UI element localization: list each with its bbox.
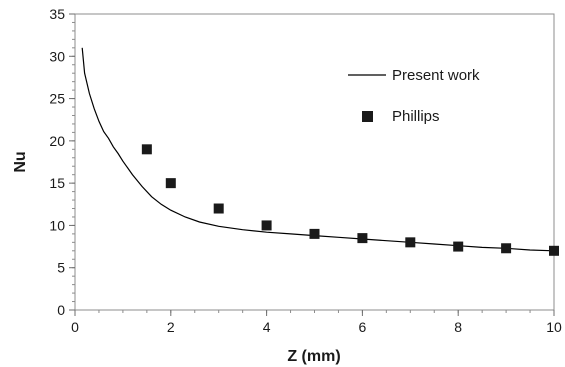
y-tick-label: 25 bbox=[49, 91, 65, 107]
legend-marker-phillips bbox=[362, 111, 373, 122]
x-tick-labels: 0 2 4 6 8 10 bbox=[71, 319, 562, 335]
x-tick-label: 2 bbox=[167, 319, 175, 335]
major-ticks bbox=[69, 13, 555, 316]
phillips-point bbox=[261, 220, 272, 231]
y-tick-label: 10 bbox=[49, 217, 65, 233]
phillips-point bbox=[453, 241, 464, 252]
y-tick-label: 15 bbox=[49, 175, 65, 191]
plot-area bbox=[74, 13, 555, 311]
series-line-present-work bbox=[81, 47, 555, 252]
phillips-point bbox=[501, 243, 512, 254]
x-tick-label: 0 bbox=[71, 319, 79, 335]
y-tick-label: 20 bbox=[49, 133, 65, 149]
x-tick-label: 6 bbox=[359, 319, 367, 335]
phillips-point bbox=[549, 245, 559, 256]
legend-label-phillips: Phillips bbox=[392, 108, 440, 125]
phillips-point bbox=[213, 203, 224, 214]
y-tick-labels: 0 5 10 15 20 25 30 35 bbox=[49, 6, 65, 318]
phillips-point bbox=[141, 144, 152, 155]
phillips-point bbox=[165, 178, 176, 189]
phillips-point bbox=[405, 237, 416, 248]
x-tick-label: 10 bbox=[546, 319, 562, 335]
x-tick-label: 8 bbox=[454, 319, 462, 335]
y-tick-label: 30 bbox=[49, 48, 65, 64]
phillips-point bbox=[357, 233, 368, 244]
x-axis-label: Z (mm) bbox=[287, 348, 340, 365]
y-axis-label: Nu bbox=[12, 151, 29, 172]
series-points-phillips bbox=[141, 144, 559, 256]
y-tick-label: 5 bbox=[57, 260, 65, 276]
y-tick-label: 0 bbox=[57, 302, 65, 318]
y-tick-label: 35 bbox=[49, 6, 65, 22]
legend: Present work Phillips bbox=[348, 67, 480, 125]
x-tick-label: 4 bbox=[263, 319, 271, 335]
phillips-point bbox=[309, 228, 320, 239]
legend-label-present-work: Present work bbox=[392, 67, 480, 84]
